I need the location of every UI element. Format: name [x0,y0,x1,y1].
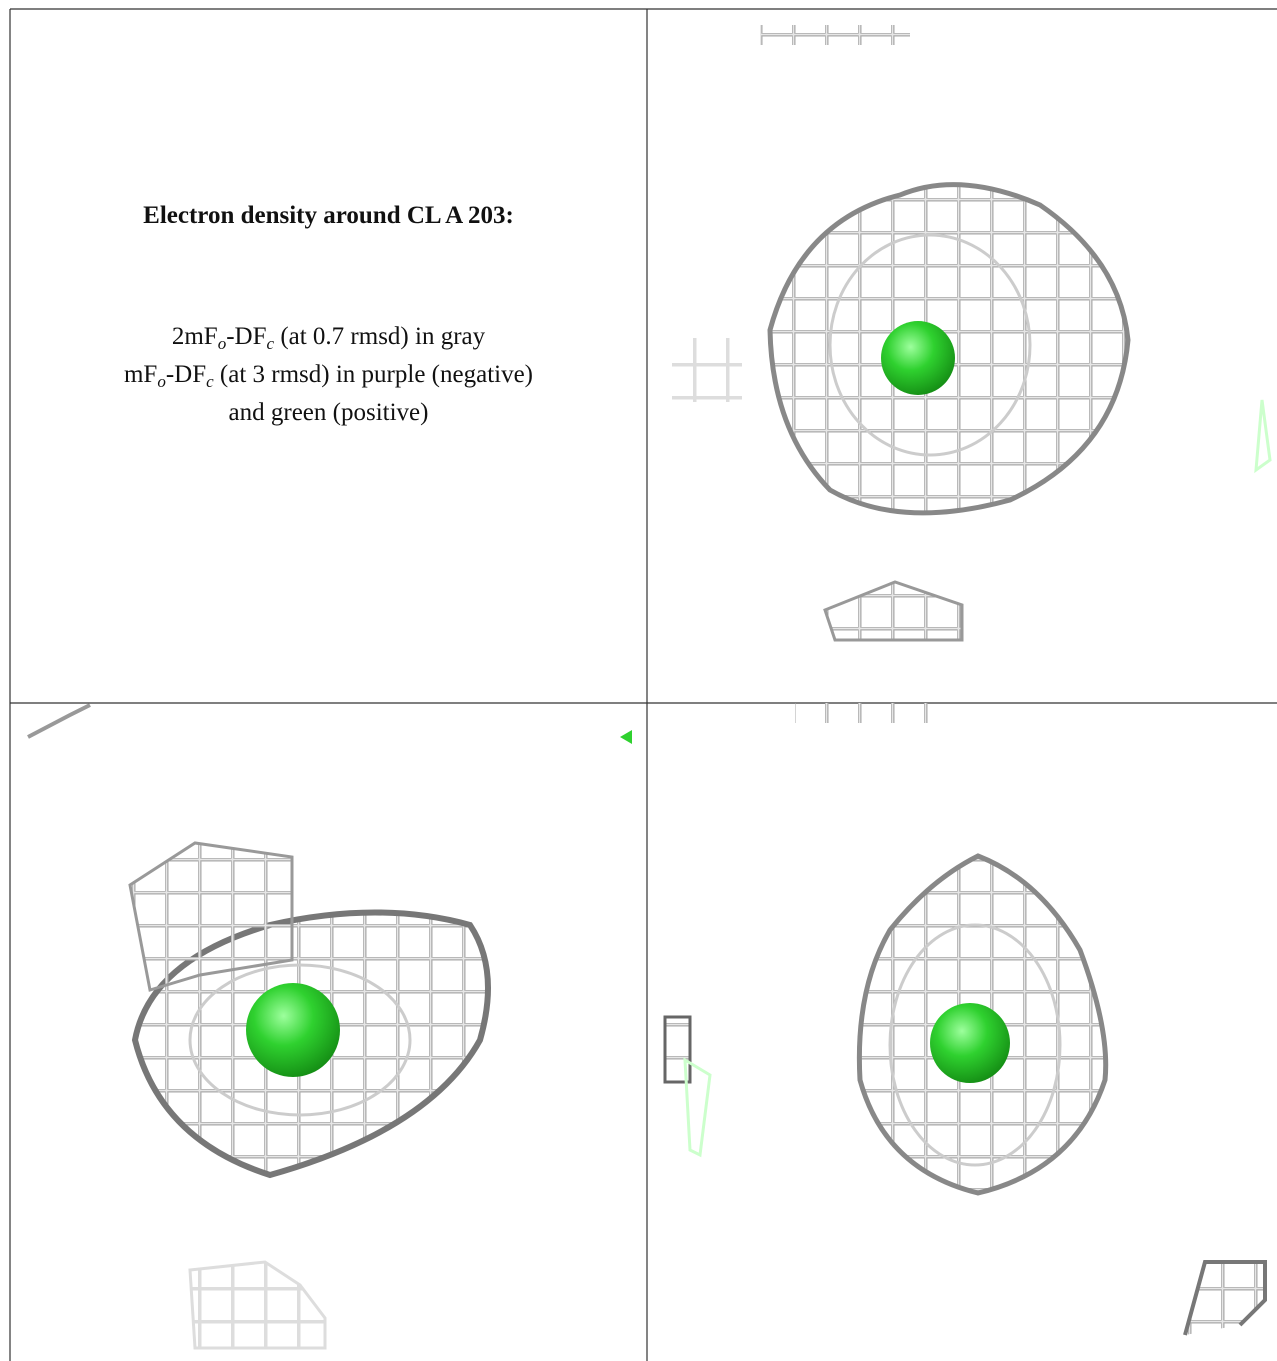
frame [9,8,1277,1361]
subscript: c [266,334,275,353]
text: -DF [165,361,207,388]
text: (at 0.7 rmsd) in gray [274,323,486,350]
legend-line: mFo-DFc (at 3 rmsd) in purple (negative) [10,356,647,394]
text: and green (positive) [228,399,429,426]
text: -DF [226,323,267,350]
legend-text: 2mFo-DFc (at 0.7 rmsd) in gray mFo-DFc (… [10,318,647,432]
density-view-1 [672,25,1272,642]
figure-title: Electron density around CL A 203: [143,202,514,229]
legend-line: and green (positive) [10,394,647,432]
subscript: o [157,372,166,391]
text: 2mF [171,323,218,350]
legend-line: 2mFo-DFc (at 0.7 rmsd) in gray [10,318,647,356]
text: mF [123,361,158,388]
subscript: o [217,334,227,353]
density-view-3 [663,703,1267,1336]
density-view-2 [27,703,632,1350]
subscript: c [206,372,214,391]
text: (at 3 rmsd) in purple (negative) [213,361,534,388]
